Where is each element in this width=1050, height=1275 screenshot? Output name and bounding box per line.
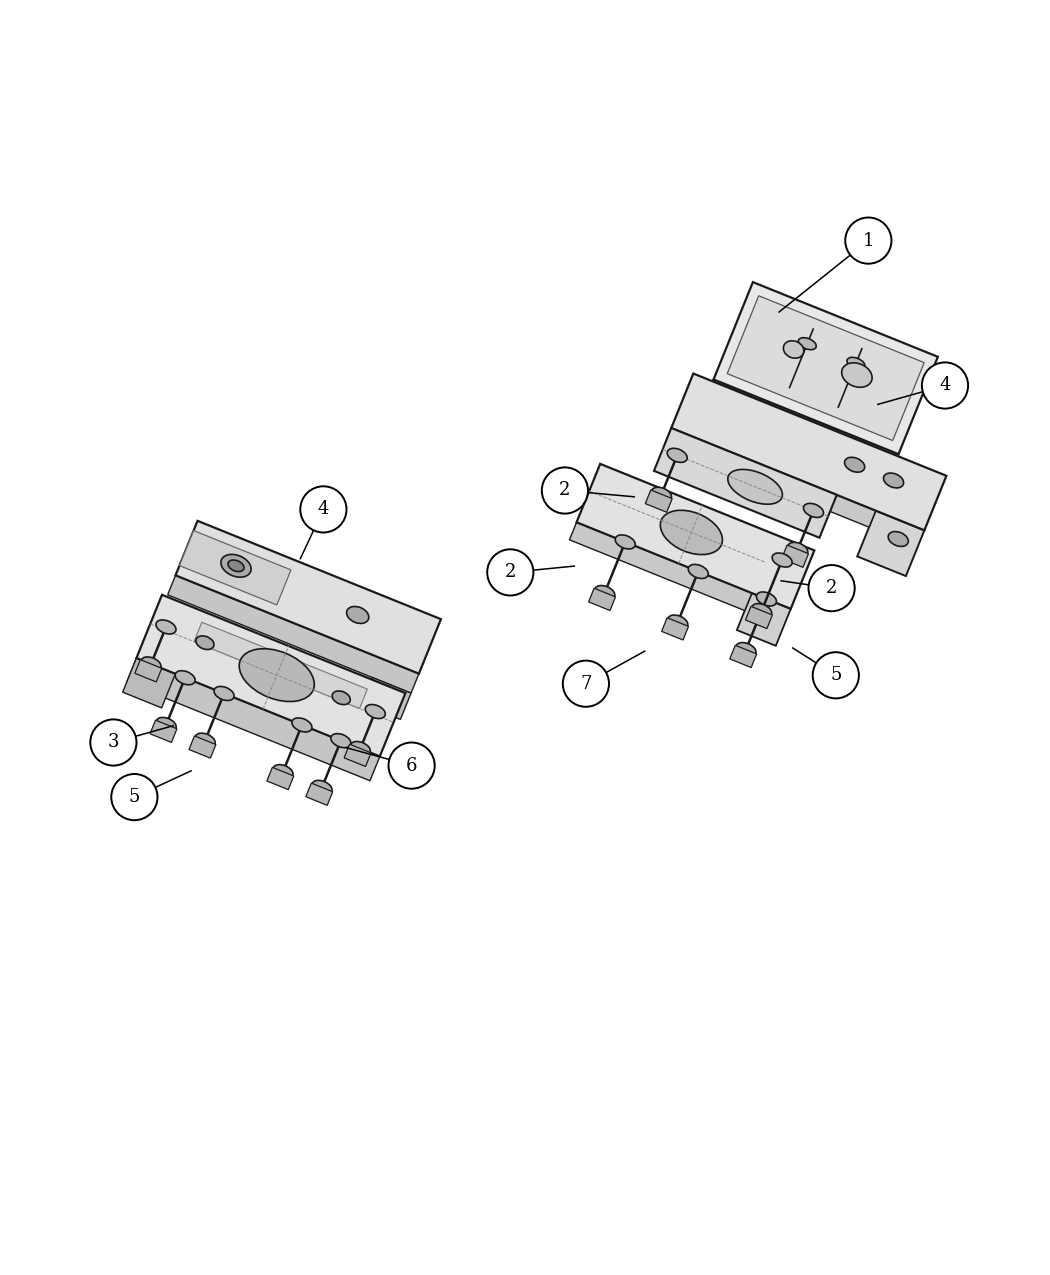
Polygon shape xyxy=(781,544,809,567)
Circle shape xyxy=(813,653,859,699)
Polygon shape xyxy=(646,490,672,513)
Circle shape xyxy=(300,486,346,533)
Text: 2: 2 xyxy=(560,482,570,500)
Ellipse shape xyxy=(736,643,756,657)
Ellipse shape xyxy=(847,357,865,370)
Ellipse shape xyxy=(803,504,823,518)
Circle shape xyxy=(111,774,158,820)
Ellipse shape xyxy=(798,338,816,349)
Ellipse shape xyxy=(668,615,688,629)
Ellipse shape xyxy=(220,555,251,578)
Circle shape xyxy=(388,742,435,789)
Ellipse shape xyxy=(842,363,873,388)
Text: 3: 3 xyxy=(108,733,119,751)
Text: 4: 4 xyxy=(318,500,329,519)
Text: 7: 7 xyxy=(581,674,591,692)
Polygon shape xyxy=(671,374,946,530)
Ellipse shape xyxy=(788,542,807,556)
Ellipse shape xyxy=(365,705,385,719)
Ellipse shape xyxy=(351,742,371,756)
Polygon shape xyxy=(699,380,899,488)
Circle shape xyxy=(808,565,855,611)
Polygon shape xyxy=(150,720,177,742)
Ellipse shape xyxy=(888,532,908,547)
Text: 2: 2 xyxy=(505,564,516,581)
Text: 2: 2 xyxy=(826,579,837,597)
Text: 6: 6 xyxy=(406,756,417,775)
Polygon shape xyxy=(737,593,791,646)
Polygon shape xyxy=(662,618,689,640)
Polygon shape xyxy=(123,658,175,708)
Ellipse shape xyxy=(195,733,215,747)
Polygon shape xyxy=(175,520,441,673)
Ellipse shape xyxy=(331,733,351,747)
Ellipse shape xyxy=(752,603,772,617)
Polygon shape xyxy=(180,530,291,604)
Ellipse shape xyxy=(141,657,161,671)
Polygon shape xyxy=(361,677,411,719)
Polygon shape xyxy=(746,607,773,629)
Circle shape xyxy=(542,468,588,514)
Ellipse shape xyxy=(756,592,776,606)
Ellipse shape xyxy=(783,340,804,358)
Polygon shape xyxy=(306,783,333,806)
Ellipse shape xyxy=(651,487,672,501)
Ellipse shape xyxy=(156,620,176,634)
Ellipse shape xyxy=(214,686,234,700)
Polygon shape xyxy=(730,645,757,668)
Ellipse shape xyxy=(667,449,688,463)
Polygon shape xyxy=(127,658,380,780)
Text: 5: 5 xyxy=(831,667,841,685)
Polygon shape xyxy=(589,588,615,611)
Ellipse shape xyxy=(239,649,314,701)
Ellipse shape xyxy=(273,765,293,779)
Polygon shape xyxy=(714,282,938,454)
Text: 5: 5 xyxy=(129,788,140,806)
Polygon shape xyxy=(654,428,837,538)
Ellipse shape xyxy=(175,671,195,685)
Ellipse shape xyxy=(688,565,709,579)
Ellipse shape xyxy=(883,473,904,488)
Text: 1: 1 xyxy=(863,232,874,250)
Ellipse shape xyxy=(660,510,722,555)
Polygon shape xyxy=(728,296,924,440)
Text: 4: 4 xyxy=(940,376,950,394)
Polygon shape xyxy=(665,428,876,527)
Polygon shape xyxy=(576,464,815,608)
Polygon shape xyxy=(857,511,924,576)
Polygon shape xyxy=(136,595,405,756)
Polygon shape xyxy=(168,575,419,694)
Ellipse shape xyxy=(594,585,615,599)
Polygon shape xyxy=(344,745,371,766)
Circle shape xyxy=(845,218,891,264)
Ellipse shape xyxy=(228,560,244,571)
Ellipse shape xyxy=(772,553,792,567)
Ellipse shape xyxy=(844,458,865,472)
Ellipse shape xyxy=(615,536,635,550)
Circle shape xyxy=(90,719,136,765)
Ellipse shape xyxy=(346,607,369,623)
Ellipse shape xyxy=(728,469,782,504)
Ellipse shape xyxy=(196,636,214,649)
Ellipse shape xyxy=(332,691,351,705)
Circle shape xyxy=(922,362,968,408)
Polygon shape xyxy=(569,523,752,611)
Ellipse shape xyxy=(312,780,332,794)
Circle shape xyxy=(487,550,533,595)
Polygon shape xyxy=(189,736,216,759)
Polygon shape xyxy=(267,768,294,789)
Ellipse shape xyxy=(292,718,312,732)
Polygon shape xyxy=(194,622,368,709)
Ellipse shape xyxy=(156,718,176,732)
Circle shape xyxy=(563,660,609,706)
Polygon shape xyxy=(134,659,162,682)
